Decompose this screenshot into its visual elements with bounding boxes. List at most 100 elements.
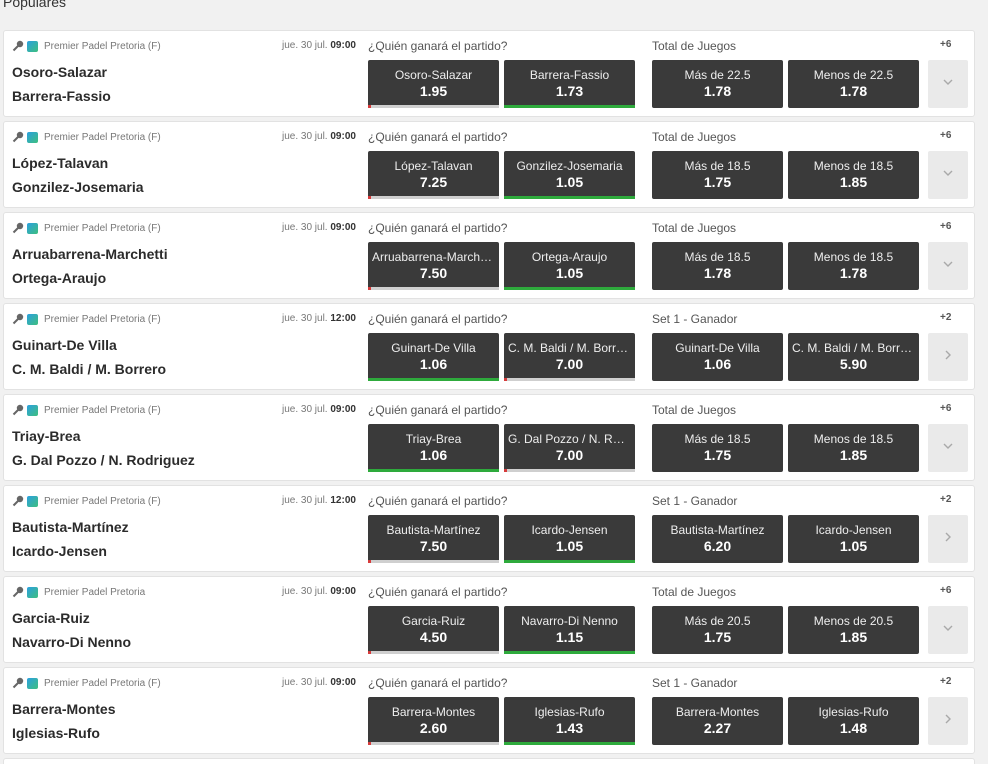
market-title-secondary: Total de Juegos <box>652 130 737 144</box>
tournament-name: Premier Padel Pretoria (F) <box>44 495 161 507</box>
market-title-secondary: Total de Juegos <box>652 403 737 417</box>
team-home[interactable]: Triay-Brea <box>12 428 81 444</box>
odds-button[interactable]: Más de 20.5 1.75 <box>652 606 783 654</box>
match-date: jue. 30 jul. <box>282 222 328 233</box>
team-away[interactable]: Barrera-Fassio <box>12 88 111 104</box>
expand-markets-button[interactable] <box>928 333 968 381</box>
odds-label: Ortega-Araujo <box>531 250 608 264</box>
expand-markets-button[interactable] <box>928 424 968 472</box>
odds-button[interactable]: G. Dal Pozzo / N. Rod... 7.00 <box>504 424 635 472</box>
more-markets-count[interactable]: +6 <box>940 130 952 141</box>
odds-button[interactable]: Barrera-Montes 2.27 <box>652 697 783 745</box>
odds-button[interactable]: Arruabarrena-Marchetti 7.50 <box>368 242 499 290</box>
more-markets-count[interactable]: +6 <box>940 39 952 50</box>
match-date: jue. 30 jul. <box>282 586 328 597</box>
odds-button[interactable]: Más de 18.5 1.78 <box>652 242 783 290</box>
team-home[interactable]: Osoro-Salazar <box>12 64 107 80</box>
odds-button[interactable]: Icardo-Jensen 1.05 <box>788 515 919 563</box>
odds-button[interactable]: Icardo-Jensen 1.05 <box>504 515 635 563</box>
odds-button[interactable]: Bautista-Martínez 7.50 <box>368 515 499 563</box>
match-row[interactable]: Premier Padel Pretoria (F) jue. 30 jul. … <box>3 121 975 208</box>
odds-button[interactable]: Menos de 18.5 1.78 <box>788 242 919 290</box>
padel-racket-icon <box>12 40 24 52</box>
team-home[interactable]: Barrera-Montes <box>12 701 116 717</box>
odds-button[interactable]: C. M. Baldi / M. Borrero 5.90 <box>788 333 919 381</box>
odds-button[interactable]: Barrera-Montes 2.60 <box>368 697 499 745</box>
match-row[interactable]: Premier Padel Pretoria (F) jue. 30 jul. … <box>3 212 975 299</box>
match-time: 09:00 <box>330 586 356 597</box>
odds-button[interactable]: López-Talavan 7.25 <box>368 151 499 199</box>
odds-value: 4.50 <box>419 629 448 645</box>
team-away[interactable]: Navarro-Di Nenno <box>12 634 132 650</box>
odds-label: Osoro-Salazar <box>394 68 473 82</box>
team-away[interactable]: G. Dal Pozzo / N. Rodriguez <box>12 452 195 468</box>
odds-button[interactable]: Menos de 20.5 1.85 <box>788 606 919 654</box>
expand-markets-button[interactable] <box>928 60 968 108</box>
odds-trend-bar <box>504 287 635 290</box>
odds-value: 1.85 <box>839 447 868 463</box>
match-row[interactable]: Premier Padel Pretoria (F) jue. 30 jul. … <box>3 667 975 754</box>
odds-button[interactable]: Menos de 22.5 1.78 <box>788 60 919 108</box>
expand-markets-button[interactable] <box>928 242 968 290</box>
team-home[interactable]: Garcia-Ruiz <box>12 610 90 626</box>
expand-markets-button[interactable] <box>928 606 968 654</box>
odds-button[interactable]: Bautista-Martínez 6.20 <box>652 515 783 563</box>
odds-label: Triay-Brea <box>405 432 462 446</box>
team-away[interactable]: Gonzilez-Josemaria <box>12 179 144 195</box>
tournament-name: Premier Padel Pretoria (F) <box>44 131 161 143</box>
odds-label: Arruabarrena-Marchetti <box>372 250 497 264</box>
odds-button[interactable]: Barrera-Fassio 1.73 <box>504 60 635 108</box>
team-home[interactable]: Arruabarrena-Marchetti <box>12 246 168 262</box>
odds-button[interactable]: Menos de 18.5 1.85 <box>788 151 919 199</box>
globe-icon <box>27 40 38 52</box>
more-markets-count[interactable]: +6 <box>940 403 952 414</box>
tournament-name: Premier Padel Pretoria (F) <box>44 677 161 689</box>
market-title-secondary: Total de Juegos <box>652 39 737 53</box>
odds-label: Iglesias-Rufo <box>534 705 605 719</box>
odds-value: 1.75 <box>703 174 732 190</box>
more-markets-count[interactable]: +2 <box>940 676 952 687</box>
odds-button[interactable]: C. M. Baldi / M. Borrero 7.00 <box>504 333 635 381</box>
odds-trend-bar <box>504 560 635 563</box>
team-home[interactable]: López-Talavan <box>12 155 109 171</box>
team-home[interactable]: Guinart-De Villa <box>12 337 117 353</box>
chevron-down-icon <box>942 166 954 184</box>
team-away[interactable]: Ortega-Araujo <box>12 270 107 286</box>
odds-label: Gonzilez-Josemaria <box>516 159 623 173</box>
odds-label: Menos de 18.5 <box>813 432 894 446</box>
odds-button[interactable]: Iglesias-Rufo 1.43 <box>504 697 635 745</box>
odds-button[interactable]: Iglesias-Rufo 1.48 <box>788 697 919 745</box>
odds-button[interactable]: Triay-Brea 1.06 <box>368 424 499 472</box>
team-home[interactable]: Bautista-Martínez <box>12 519 129 535</box>
team-away[interactable]: Iglesias-Rufo <box>12 725 100 741</box>
expand-markets-button[interactable] <box>928 515 968 563</box>
match-row[interactable]: Premier Padel Pretoria (F) jue. 30 jul. … <box>3 394 975 481</box>
match-row[interactable]: Premier Padel Pretoria (F) jue. 30 jul. … <box>3 485 975 572</box>
expand-markets-button[interactable] <box>928 151 968 199</box>
more-markets-count[interactable]: +6 <box>940 585 952 596</box>
more-markets-count[interactable]: +2 <box>940 494 952 505</box>
odds-button[interactable]: Más de 18.5 1.75 <box>652 424 783 472</box>
match-row[interactable]: Premier Padel Pretoria (F) jue. 30 jul. … <box>3 303 975 390</box>
team-away[interactable]: Icardo-Jensen <box>12 543 107 559</box>
odds-button[interactable]: Navarro-Di Nenno 1.15 <box>504 606 635 654</box>
odds-button[interactable]: Ortega-Araujo 1.05 <box>504 242 635 290</box>
odds-button[interactable]: Garcia-Ruiz 4.50 <box>368 606 499 654</box>
team-away[interactable]: C. M. Baldi / M. Borrero <box>12 361 167 377</box>
expand-markets-button[interactable] <box>928 697 968 745</box>
more-markets-count[interactable]: +2 <box>940 312 952 323</box>
match-row[interactable]: Premier Padel Pretoria jue. 30 jul. 09:0… <box>3 576 975 663</box>
globe-icon <box>27 313 38 325</box>
odds-button[interactable]: Más de 22.5 1.78 <box>652 60 783 108</box>
more-markets-count[interactable]: +6 <box>940 221 952 232</box>
odds-button[interactable]: Menos de 18.5 1.85 <box>788 424 919 472</box>
odds-button[interactable]: Gonzilez-Josemaria 1.05 <box>504 151 635 199</box>
odds-button[interactable]: Guinart-De Villa 1.06 <box>652 333 783 381</box>
odds-button[interactable]: Guinart-De Villa 1.06 <box>368 333 499 381</box>
odds-button[interactable]: Más de 18.5 1.75 <box>652 151 783 199</box>
next-match-row[interactable] <box>3 758 975 764</box>
odds-button[interactable]: Osoro-Salazar 1.95 <box>368 60 499 108</box>
padel-racket-icon <box>12 131 24 143</box>
market-title-winner: ¿Quién ganará el partido? <box>368 221 508 235</box>
match-row[interactable]: Premier Padel Pretoria (F) jue. 30 jul. … <box>3 30 975 117</box>
